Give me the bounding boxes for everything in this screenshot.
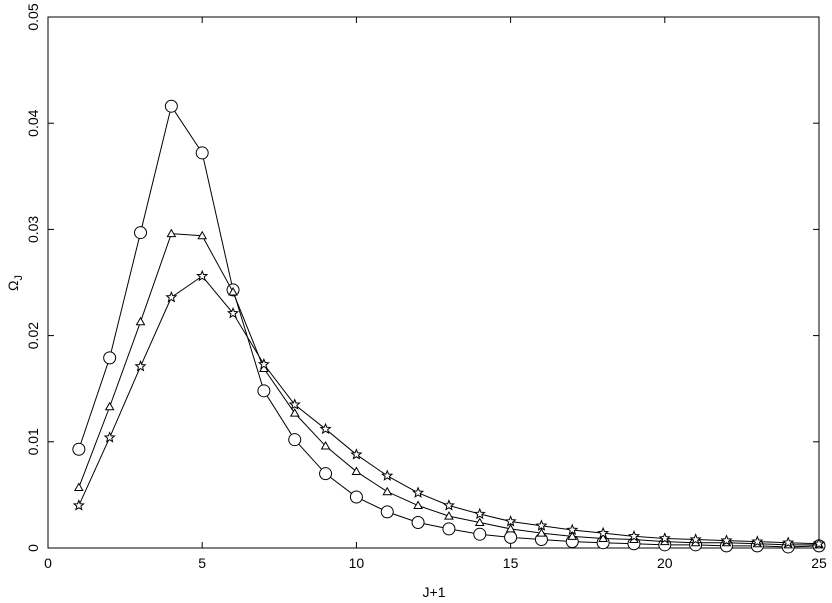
marker-triangle <box>351 466 362 476</box>
marker-star <box>720 534 733 546</box>
marker-star <box>288 398 301 410</box>
marker-circle <box>72 442 86 456</box>
marker-triangle <box>104 401 115 411</box>
marker-triangle <box>320 441 331 450</box>
marker-triangle <box>382 486 393 496</box>
marker-triangle <box>166 228 177 238</box>
marker-star <box>350 448 363 460</box>
marker-star <box>227 306 240 319</box>
marker-circle <box>319 467 333 481</box>
marker-triangle <box>505 523 516 533</box>
y-tick-label: 0.02 <box>25 322 41 349</box>
marker-circle <box>349 490 363 504</box>
marker-circle <box>134 226 148 240</box>
marker-triangle <box>73 482 84 491</box>
marker-circle <box>103 351 117 365</box>
marker-star <box>72 499 85 511</box>
x-tick-label: 25 <box>811 555 827 571</box>
marker-star <box>134 360 147 372</box>
marker-star <box>597 526 610 539</box>
marker-star <box>812 537 826 549</box>
marker-triangle <box>413 500 423 510</box>
marker-circle <box>257 384 271 398</box>
marker-star <box>658 532 671 544</box>
marker-circle <box>473 527 487 541</box>
y-axis-label: ΩJ <box>5 275 25 291</box>
x-tick-label: 20 <box>657 555 673 571</box>
marker-circle <box>442 522 456 536</box>
marker-star <box>257 357 270 370</box>
marker-star <box>535 519 548 531</box>
marker-star <box>103 431 116 443</box>
marker-triangle <box>474 517 485 527</box>
marker-triangle <box>135 316 146 326</box>
series-line <box>78 233 819 546</box>
x-tick-label: 10 <box>349 555 365 571</box>
series-line <box>78 104 820 548</box>
marker-star <box>381 469 394 481</box>
marker-triangle <box>536 528 547 537</box>
marker-star <box>196 269 209 282</box>
marker-star <box>782 536 795 548</box>
y-tick-label: 0.04 <box>25 109 41 136</box>
x-tick-label: 15 <box>503 555 519 571</box>
marker-star <box>504 515 517 527</box>
y-axis-label-sub: J <box>13 275 25 281</box>
marker-triangle <box>289 408 300 417</box>
marker-star <box>319 422 332 435</box>
marker-triangle <box>444 511 454 520</box>
marker-star <box>689 533 702 545</box>
marker-star <box>751 535 764 547</box>
marker-star <box>473 507 486 520</box>
x-axis-label: J+1 <box>423 584 446 600</box>
marker-triangle <box>197 230 208 240</box>
y-tick-label: 0.01 <box>25 428 41 455</box>
y-tick-label: 0.03 <box>25 216 41 243</box>
marker-circle <box>411 516 425 530</box>
marker-circle <box>195 146 209 160</box>
marker-star <box>412 486 425 498</box>
x-tick-label: 5 <box>198 555 206 571</box>
marker-star <box>566 523 579 536</box>
y-tick-label: 0 <box>25 544 41 552</box>
marker-circle <box>288 433 302 447</box>
y-axis-label-main: Ω <box>5 281 21 291</box>
marker-star <box>165 291 178 303</box>
marker-triangle <box>567 531 578 540</box>
plot-frame <box>47 16 820 549</box>
marker-circle <box>380 505 394 519</box>
marker-circle <box>504 530 518 544</box>
marker-circle <box>164 99 178 113</box>
marker-star <box>627 529 640 542</box>
x-tick-label: 0 <box>44 555 52 571</box>
marker-triangle <box>598 533 608 542</box>
marker-star <box>442 499 455 511</box>
y-tick-label: 0.05 <box>25 3 41 30</box>
marker-triangle <box>228 287 238 296</box>
